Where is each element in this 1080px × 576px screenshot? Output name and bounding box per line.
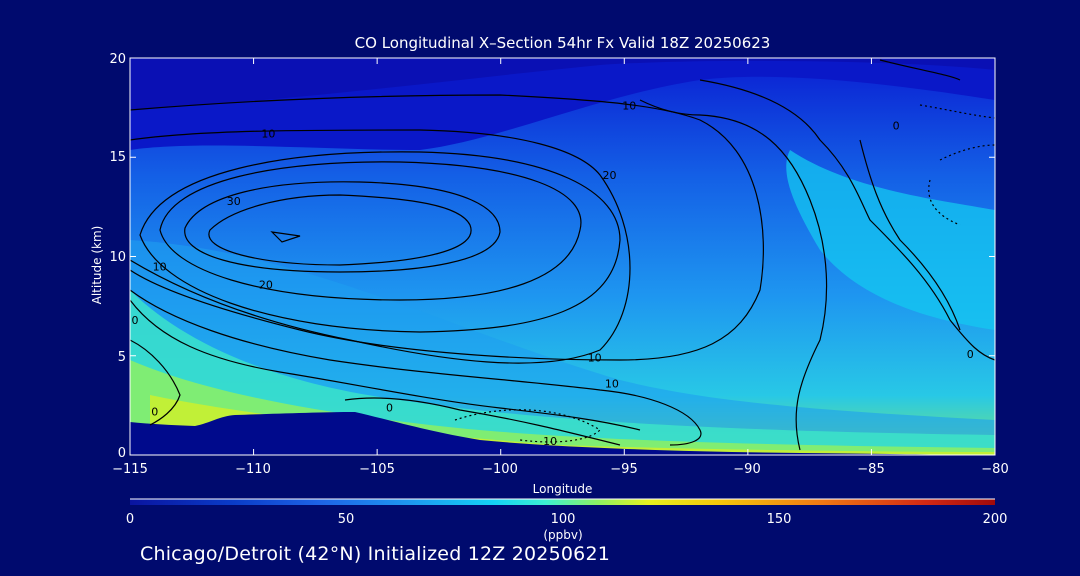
x-tick-label: −110 — [235, 462, 271, 477]
x-axis-label: Longitude — [532, 482, 593, 496]
contour-label: 10 — [588, 352, 602, 365]
contour-25 — [184, 181, 501, 273]
contour-15 — [130, 129, 631, 364]
contour-20a — [159, 161, 582, 301]
contour-label: 0 — [386, 401, 393, 414]
x-tick-label: −80 — [981, 462, 1009, 477]
contour-dotted-1 — [928, 144, 995, 226]
contour-label: 0 — [151, 405, 158, 418]
contour-label: 0 — [967, 348, 974, 361]
colorbar-unit: (ppbv) — [543, 528, 583, 542]
contour-label: 0 — [893, 119, 900, 132]
x-tick-label: −95 — [610, 462, 638, 477]
y-tick-label: 10 — [109, 250, 126, 265]
x-tick-label: −100 — [482, 462, 518, 477]
contour-30 — [208, 194, 472, 266]
contour-label: 10 — [261, 127, 275, 140]
contour-label: 10 — [543, 435, 557, 448]
colorbar — [130, 499, 995, 505]
colorbar-tick-label: 0 — [125, 512, 135, 527]
colorbar-tick-label: 50 — [337, 512, 355, 527]
x-tick-label: −85 — [857, 462, 885, 477]
x-tick-label: −115 — [112, 462, 148, 477]
contour-label: 20 — [259, 278, 273, 291]
axis-ticks — [129, 57, 996, 456]
contour-20b — [139, 151, 621, 333]
contour-label: 20 — [602, 169, 616, 182]
contour-10 — [130, 94, 764, 361]
y-tick-label: 15 — [109, 150, 126, 165]
contour-label: 30 — [227, 195, 241, 208]
footer-initialization-text: Chicago/Detroit (42°N) Initialized 12Z 2… — [140, 543, 611, 565]
contour-10-low — [130, 289, 702, 446]
contour-5 — [130, 299, 641, 431]
y-tick-label: 0 — [117, 446, 126, 461]
concentration-field — [130, 58, 995, 455]
y-axis-label: Altitude (km) — [90, 225, 104, 305]
contour-label: 10 — [153, 260, 167, 273]
contour-right-vertical — [859, 59, 961, 331]
y-tick-label: 20 — [109, 52, 126, 67]
contour-0-left — [130, 339, 181, 426]
contour-label: 0 — [131, 314, 138, 327]
x-tick-label: −90 — [733, 462, 761, 477]
colorbar-tick-label: 200 — [982, 512, 1008, 527]
contour-10-upper — [639, 99, 828, 451]
chart-title: CO Longitudinal X–Section 54hr Fx Valid … — [354, 34, 771, 52]
contour-label: 10 — [605, 378, 619, 391]
colorbar-tick-label: 100 — [550, 512, 576, 527]
x-tick-label: −105 — [359, 462, 395, 477]
contour-label: 10 — [622, 100, 636, 113]
contour-0-upper — [699, 79, 995, 361]
colorbar-tick-label: 150 — [766, 512, 792, 527]
contour-0-mid — [344, 397, 621, 446]
y-tick-label: 5 — [117, 350, 126, 365]
contour-lines — [130, 59, 995, 451]
contour-dotted-2 — [919, 104, 995, 119]
contour-30-inner — [270, 231, 301, 243]
